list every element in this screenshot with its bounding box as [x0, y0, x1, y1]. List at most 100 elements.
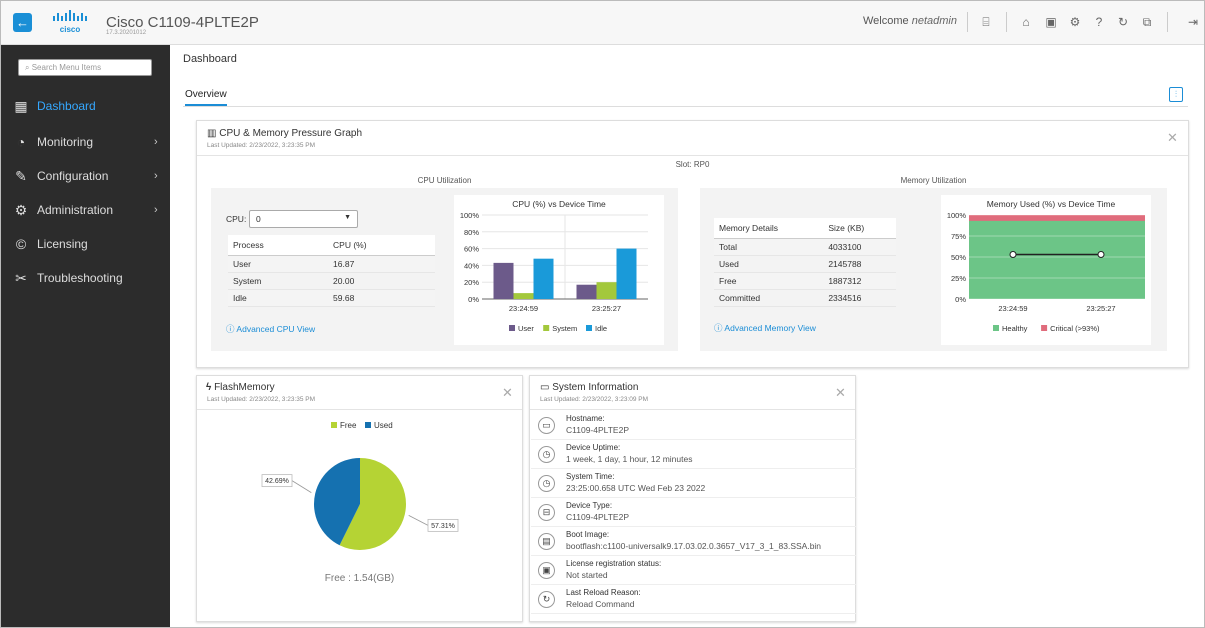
- legend-label: Used: [374, 421, 393, 430]
- briefcase-icon: ▣: [538, 562, 555, 579]
- bar-user: [576, 284, 597, 299]
- last-updated: Last Updated: 2/23/2022, 3:23:35 PM: [207, 142, 316, 149]
- cpu-select[interactable]: 0 ▼: [249, 210, 358, 228]
- sidebar-item-licensing[interactable]: © Licensing: [1, 230, 170, 260]
- last-updated: Last Updated: 2/23/2022, 3:23:35 PM: [207, 396, 316, 403]
- sidebar-item-monitoring[interactable]: ◔ Monitoring ›: [1, 128, 170, 158]
- advanced-cpu-view-link[interactable]: ⓘ Advanced CPU View: [226, 323, 315, 335]
- flash-free-text: Free : 1.54(GB): [324, 573, 395, 584]
- y-tick-label: 75%: [951, 232, 966, 241]
- logout-icon[interactable]: ⇥: [1187, 15, 1199, 29]
- sidebar-item-dashboard[interactable]: ▦ Dashboard: [1, 92, 170, 122]
- save-icon[interactable]: ▣: [1045, 15, 1057, 29]
- table-row: Idle 59.68: [228, 289, 435, 307]
- sidebar-item-administration[interactable]: ⚙ Administration ›: [1, 196, 170, 226]
- memory-table: Memory Details Size (KB) Total 4033100 Use…: [714, 218, 896, 307]
- card-title: ▥ CPU & Memory Pressure Graph: [207, 128, 362, 139]
- card-title-text: FlashMemory: [214, 382, 275, 393]
- cisco-logo: cisco: [53, 10, 87, 34]
- tab-overview[interactable]: Overview: [185, 89, 227, 106]
- card-divider: [197, 409, 522, 410]
- table-cell: Total: [714, 238, 824, 256]
- close-icon[interactable]: ✕: [502, 385, 513, 400]
- top-bar: ← cisco Cisco C1109-4PLTE2P 17.3.2020101…: [1, 1, 1204, 45]
- table-cell: 16.87: [328, 255, 435, 273]
- legend-swatch: [331, 422, 337, 428]
- card-title: ▭ System Information: [540, 382, 638, 393]
- pie-slice-free: [339, 458, 406, 550]
- search-menu-input[interactable]: ⌕ Search Menu Items: [18, 59, 152, 76]
- sidebar-item-configuration[interactable]: ✎ Configuration ›: [1, 162, 170, 192]
- chevron-right-icon: ›: [154, 204, 158, 216]
- legend-label: User: [518, 324, 534, 333]
- y-tick-label: 100%: [947, 211, 967, 220]
- info-value: Reload Command: [566, 599, 635, 609]
- clock-icon: ◷: [538, 446, 555, 463]
- close-icon[interactable]: ✕: [835, 385, 846, 400]
- table-row: Total 4033100: [714, 238, 896, 256]
- legend-label: System: [552, 324, 577, 333]
- cpu-table: Process CPU (%) User 16.87 System 20.00 Idl…: [228, 235, 435, 307]
- pie-slice-used: [313, 458, 360, 546]
- flash-memory-card: ϟ FlashMemory Last Updated: 2/23/2022, 3…: [196, 375, 523, 622]
- back-arrow-icon[interactable]: ←: [13, 13, 32, 32]
- refresh-icon[interactable]: ↻: [1117, 15, 1129, 29]
- list-item: ↻ Last Reload Reason: Reload Command: [531, 585, 856, 614]
- table-header: Size (KB): [823, 218, 896, 239]
- info-value: 23:25:00.658 UTC Wed Feb 23 2022: [566, 483, 706, 493]
- legend-label: Free: [340, 421, 357, 430]
- table-cell: 2334516: [823, 289, 896, 307]
- table-cell: 2145788: [823, 255, 896, 273]
- dashboard-icon: ▦: [14, 98, 28, 114]
- help-icon[interactable]: ?: [1095, 15, 1103, 29]
- home-icon[interactable]: ⌂: [1022, 15, 1030, 29]
- page-title: Dashboard: [183, 53, 237, 65]
- table-cell: Used: [714, 255, 824, 273]
- bar-user: [493, 262, 514, 299]
- table-row: Free 1887312: [714, 272, 896, 290]
- flash-icon: ϟ: [206, 382, 212, 393]
- last-updated: Last Updated: 2/23/2022, 3:23:09 PM: [540, 396, 649, 403]
- table-row: User 16.87: [228, 255, 435, 273]
- list-item: ▣ License registration status: Not started: [531, 556, 856, 585]
- welcome-prefix: Welcome: [863, 15, 909, 27]
- app-version: 17.3.20201012: [106, 30, 147, 36]
- legend-label: Healthy: [1002, 324, 1028, 333]
- advanced-memory-view-link[interactable]: ⓘ Advanced Memory View: [714, 322, 816, 334]
- flash-pie-chart: Free Used 57.31% 42.69%: [261, 421, 459, 550]
- pie-data-label: 57.31%: [431, 523, 455, 530]
- card-title-text: CPU & Memory Pressure Graph: [219, 128, 363, 139]
- welcome-text: Welcome netadmin: [863, 15, 957, 27]
- card-divider: [197, 155, 1188, 156]
- system-information-card: ▭ System Information Last Updated: 2/23/…: [529, 375, 856, 622]
- link-text: Advanced Memory View: [724, 323, 816, 333]
- bar-idle: [616, 248, 637, 299]
- info-key: Device Uptime:: [566, 443, 621, 452]
- legend-swatch: [365, 422, 371, 428]
- sidebar-item-label: Licensing: [37, 237, 88, 251]
- bar-system: [596, 282, 617, 299]
- laptop-icon: ▭: [540, 382, 550, 393]
- info-key: Boot Image:: [566, 530, 610, 539]
- router-icon[interactable]: ⌸: [982, 15, 990, 29]
- app-title: Cisco C1109-4PLTE2P: [106, 14, 259, 31]
- y-tick-label: 50%: [951, 253, 966, 262]
- y-tick-label: 80%: [464, 228, 479, 237]
- info-value: Not started: [566, 570, 608, 580]
- close-icon[interactable]: ✕: [1167, 130, 1178, 145]
- bar-chart-icon: ▥: [207, 128, 217, 139]
- sidebar-item-troubleshooting[interactable]: ✂ Troubleshooting: [1, 264, 170, 294]
- pie-leader-line: [291, 480, 312, 493]
- gear-icon[interactable]: ⚙: [1069, 15, 1081, 29]
- pie-leader-line: [408, 515, 429, 526]
- table-header: Memory Details: [714, 218, 824, 239]
- language-icon[interactable]: ⧉: [1142, 15, 1152, 29]
- cpu-panel: CPU: 0 ▼ Process CPU (%) User 16.87 System 2…: [211, 188, 678, 351]
- info-value: C1109-4PLTE2P: [566, 512, 629, 522]
- cpu-section-title: CPU Utilization: [417, 176, 472, 185]
- dashboard-settings-icon[interactable]: ⫶: [1169, 87, 1183, 102]
- legend-swatch: [993, 325, 999, 331]
- legend-swatch: [543, 325, 550, 331]
- toolbar-divider: [1006, 12, 1007, 32]
- list-item: ▭ Hostname: C1109-4PLTE2P: [531, 411, 856, 440]
